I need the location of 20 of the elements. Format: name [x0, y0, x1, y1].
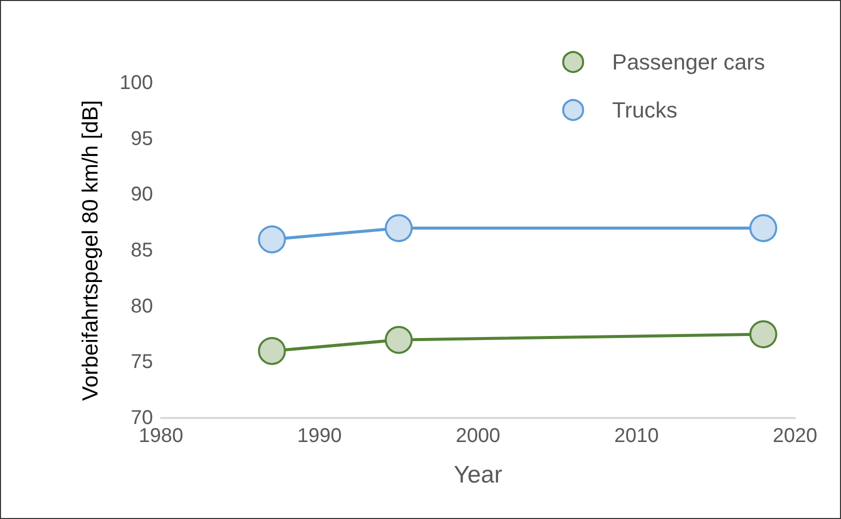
point — [384, 326, 413, 354]
x-tick-label: 1990 — [297, 425, 342, 447]
point — [384, 214, 413, 242]
y-tick-label: 95 — [130, 128, 153, 150]
y-tick-label: 100 — [120, 72, 153, 94]
y-tick-label: 85 — [130, 240, 153, 262]
x-tick-label: 2010 — [614, 425, 659, 447]
y-tick-label: 80 — [130, 295, 153, 318]
x-tick-label: 2020 — [772, 425, 818, 447]
point — [749, 320, 778, 348]
y-tick-label: 90 — [130, 184, 153, 206]
y-axis-title: Vorbeifahrtspegel 80 km/h [dB] — [78, 100, 102, 401]
point — [258, 225, 286, 254]
point — [258, 337, 286, 365]
x-tick-label: 2000 — [456, 425, 500, 447]
legend-label: Passenger cars — [612, 50, 766, 74]
point — [749, 214, 778, 242]
legend-label: Trucks — [612, 98, 678, 122]
y-tick-label: 75 — [130, 351, 153, 374]
x-axis-title: Year — [454, 462, 502, 488]
